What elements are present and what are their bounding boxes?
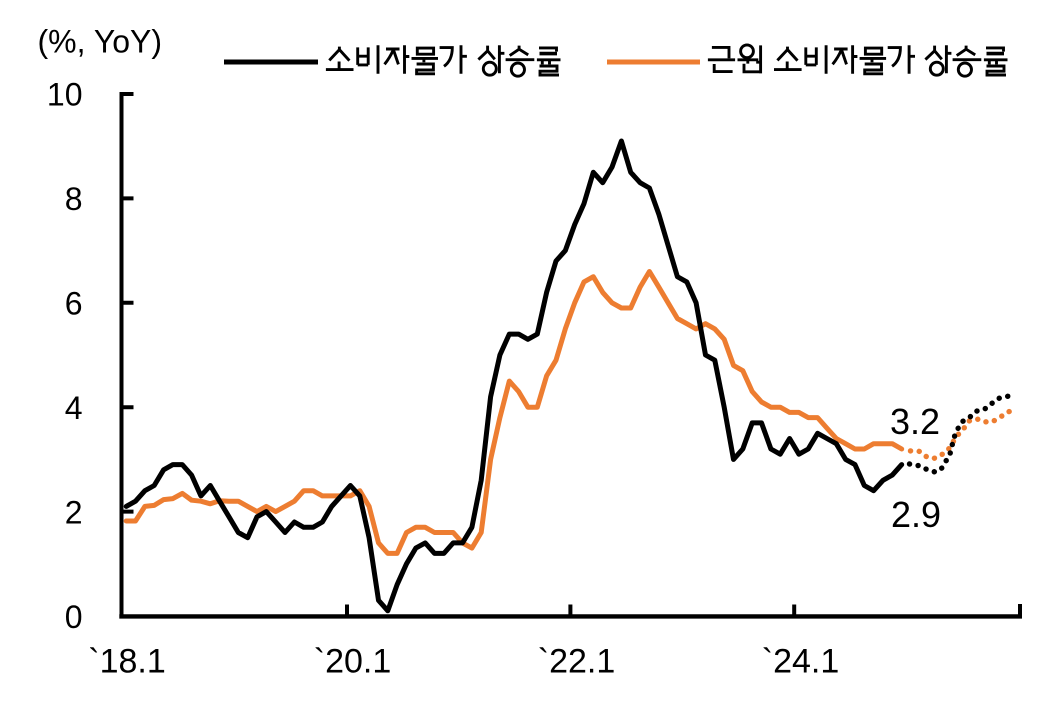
svg-text:10: 10 [47, 77, 83, 113]
svg-text:3.2: 3.2 [890, 401, 940, 442]
svg-text:`18.1: `18.1 [88, 643, 166, 681]
svg-text:4: 4 [65, 390, 83, 426]
svg-text:0: 0 [65, 599, 83, 635]
svg-text:`20.1: `20.1 [314, 643, 392, 681]
svg-text:8: 8 [65, 181, 83, 217]
svg-text:2: 2 [65, 494, 83, 530]
svg-text:(%, YoY): (%, YoY) [38, 23, 163, 59]
svg-text:`22.1: `22.1 [538, 643, 616, 681]
svg-text:6: 6 [65, 286, 83, 322]
svg-text:2.9: 2.9 [891, 494, 941, 535]
svg-text:`24.1: `24.1 [762, 643, 840, 681]
